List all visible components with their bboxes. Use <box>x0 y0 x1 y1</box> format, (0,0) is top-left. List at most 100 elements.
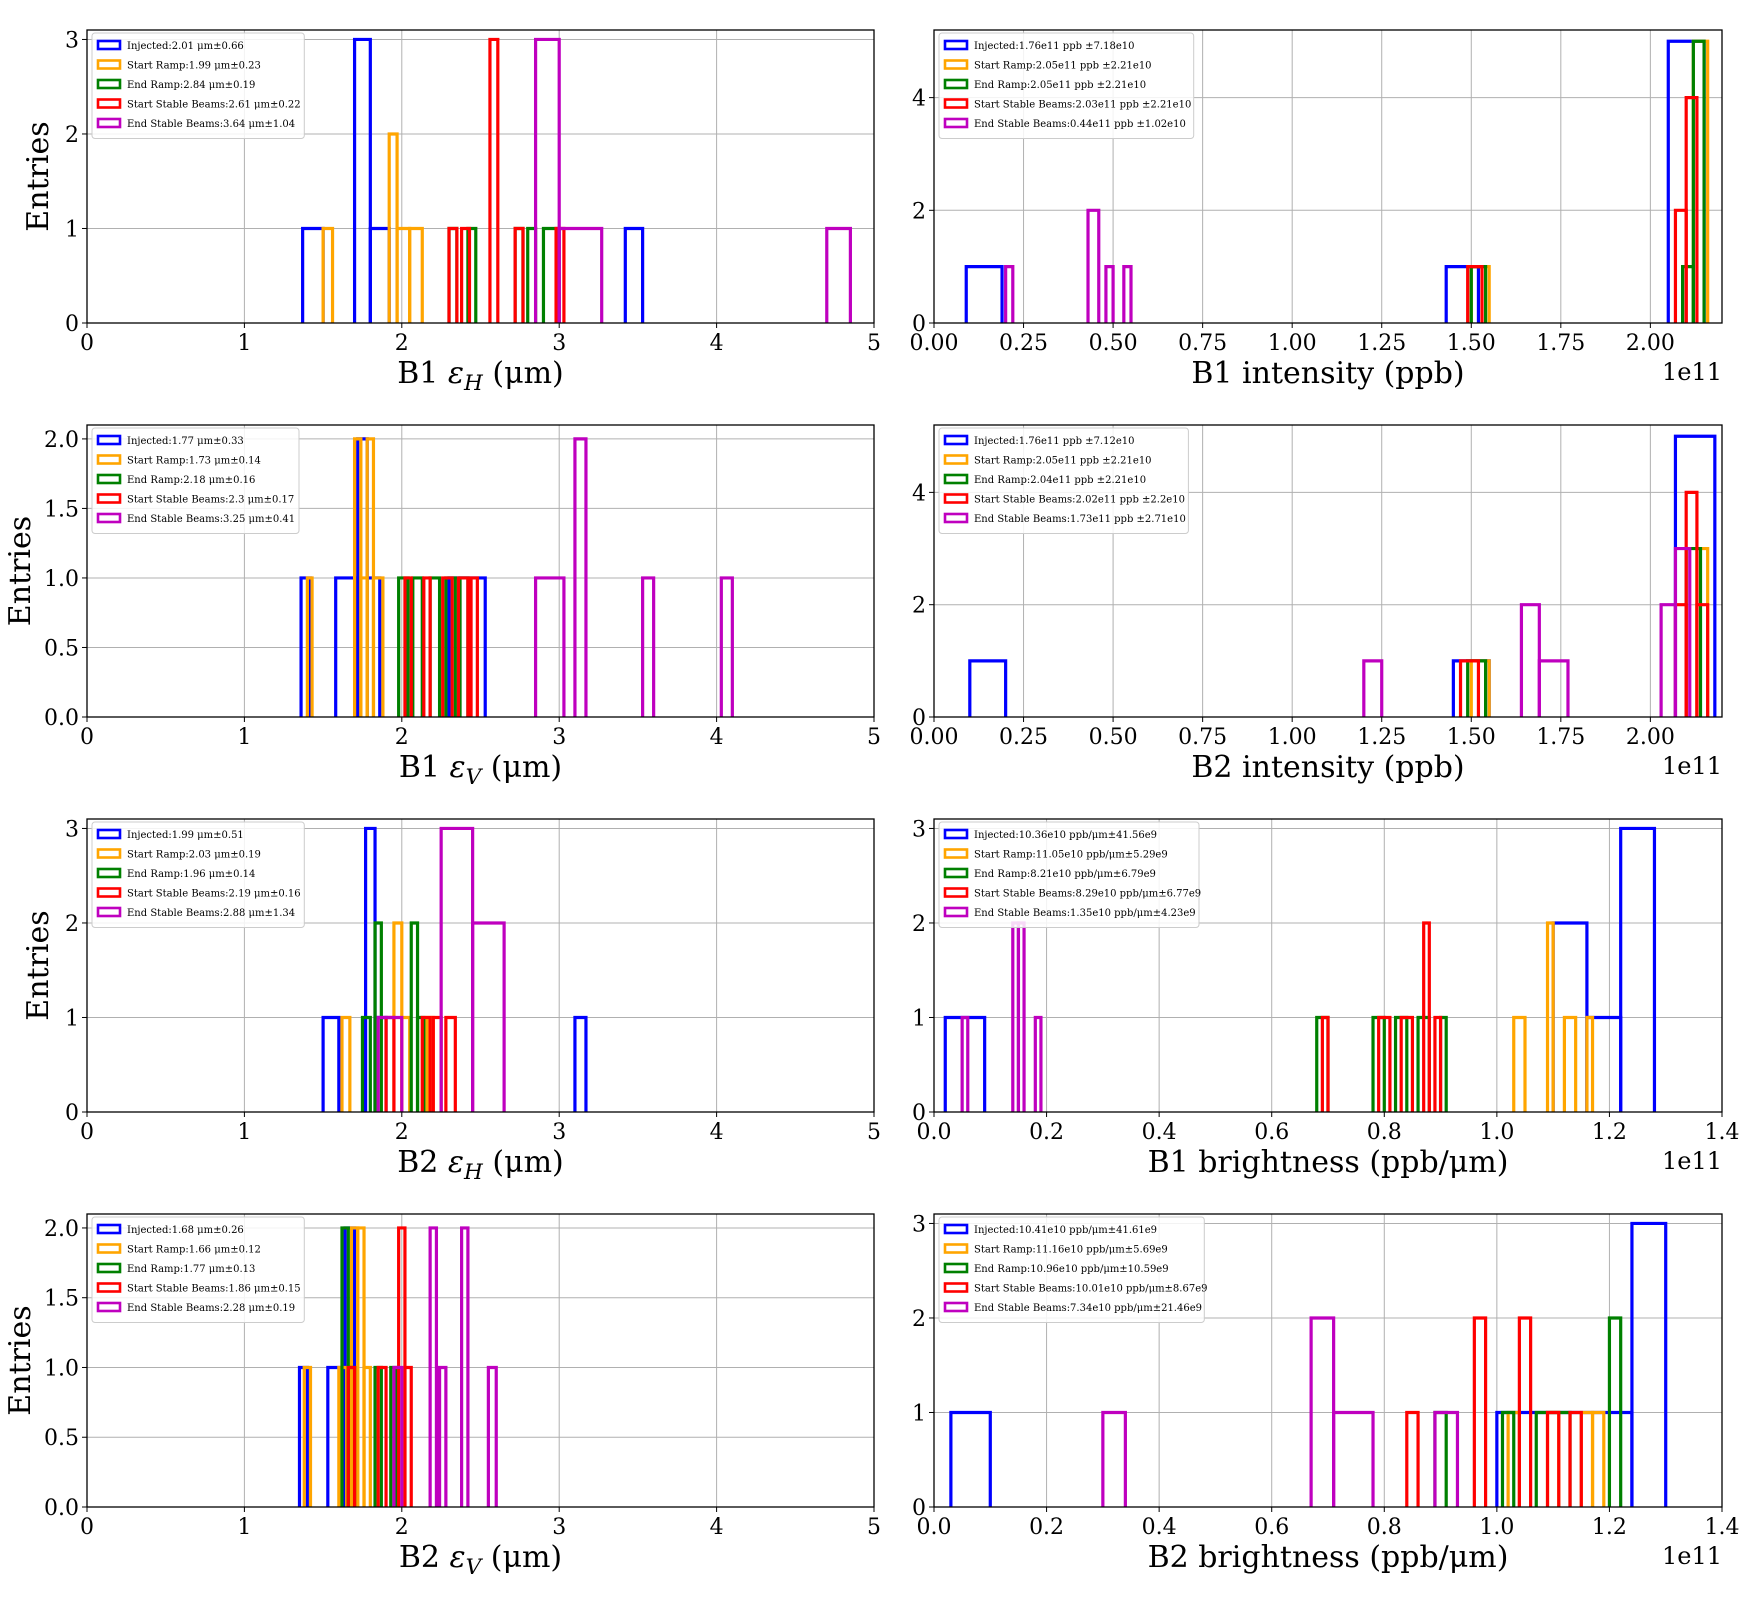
y-tick-label: 4 <box>912 87 926 112</box>
histogram-bin <box>1695 603 1710 717</box>
legend-entry: Injected:10.36e10 ppb/μm±41.56e9 <box>974 830 1157 841</box>
x-tick-label: 0.75 <box>1178 725 1227 750</box>
legend-swatch <box>96 1282 122 1293</box>
histogram-bin <box>1101 1410 1127 1507</box>
legend-swatch <box>96 117 122 129</box>
legend-box <box>938 821 1200 928</box>
histogram-bin <box>456 576 470 717</box>
histogram-bin <box>1545 921 1555 1112</box>
legend-entry: Injected:1.76e11 ppb ±7.12e10 <box>974 436 1134 447</box>
x-tick-label: 2.00 <box>1626 331 1675 356</box>
y-tick-label: 2 <box>912 199 926 224</box>
x-tick-label: 0.0 <box>917 1515 952 1540</box>
axes-frame <box>933 424 1723 718</box>
y-tick-label: 2 <box>912 912 926 937</box>
legend-swatch <box>943 454 969 465</box>
legend-entry: End Ramp:2.05e11 ppb ±2.21e10 <box>974 80 1146 91</box>
legend-swatch <box>96 1301 122 1313</box>
legend-entry: End Stable Beams:1.35e10 ppb/μm±4.23e9 <box>974 908 1196 919</box>
legend-entry: End Stable Beams:2.88 μm±1.34 <box>127 908 295 919</box>
legend-box <box>938 1216 1205 1323</box>
legend: Injected:1.76e11 ppb ±7.12e10 Start Ramp:… <box>938 427 1189 534</box>
histogram-bin <box>368 226 391 323</box>
histogram-bin <box>1590 1410 1606 1507</box>
legend-swatch <box>943 59 969 70</box>
legend-entry: Start Ramp:1.66 μm±0.12 <box>127 1245 261 1256</box>
legend-entry: End Ramp:10.96e10 ppb/μm±10.59e9 <box>974 1264 1169 1275</box>
legend: Injected:2.01 μm±0.66 Start Ramp:1.99 μm±… <box>91 32 305 139</box>
legend-swatch <box>943 78 969 90</box>
x-tick-label: 4 <box>710 331 724 356</box>
y-axis-label: Entries <box>21 121 56 231</box>
histogram-bin <box>1512 1015 1527 1112</box>
histogram-bin <box>1534 1410 1572 1507</box>
histogram-bin <box>1458 659 1481 717</box>
x-tick-label: 2 <box>395 1515 409 1540</box>
series-end-stable-beams <box>1101 1316 1460 1507</box>
legend-swatch <box>943 1223 969 1235</box>
histogram-bin <box>1691 39 1706 323</box>
y-axis-label: Entries <box>3 1305 38 1415</box>
histogram-bin <box>533 37 561 323</box>
legend-swatch <box>943 906 969 918</box>
y-tick-label: 2 <box>65 123 79 148</box>
histogram-bin <box>301 226 325 323</box>
histogram-bin <box>1362 659 1384 717</box>
x-axis-label: B1 intensity (ppb) <box>1191 356 1464 391</box>
legend: Injected:10.41e10 ppb/μm±41.61e9 Start Ra… <box>938 1216 1207 1323</box>
x-tick-label: 1 <box>237 1120 251 1145</box>
x-tick-label: 1.4 <box>1705 1120 1740 1145</box>
legend: Injected:1.76e11 ppb ±7.18e10 Start Ramp:… <box>938 32 1195 139</box>
y-tick-label: 2 <box>912 1307 926 1332</box>
histogram-bin <box>395 226 412 323</box>
histogram-bin <box>1422 921 1431 1112</box>
x-axis-label: B2 brightness (ppb/μm) <box>1148 1540 1509 1575</box>
legend-entry: Start Ramp:11.16e10 ppb/μm±5.69e9 <box>974 1245 1168 1256</box>
legend-entry: Start Stable Beams:1.86 μm±0.15 <box>127 1284 301 1295</box>
axes-frame <box>933 1213 1723 1508</box>
histogram-bin <box>321 226 335 323</box>
legend-swatch <box>943 493 969 504</box>
legend-swatch <box>943 434 969 446</box>
histogram-bin <box>557 226 604 323</box>
histogram-bin <box>1433 1410 1460 1507</box>
x-tick-label: 1 <box>237 1515 251 1540</box>
legend-entry: Start Stable Beams:2.61 μm±0.22 <box>127 100 301 111</box>
legend-box <box>938 32 1195 139</box>
legend-swatch <box>943 887 969 898</box>
x-tick-label: 1.0 <box>1479 1120 1514 1145</box>
series-end-stable-beams <box>376 826 506 1112</box>
histogram-bin <box>964 265 1004 323</box>
legend-entry: End Stable Beams:0.44e11 ppb ±1.02e10 <box>974 119 1186 130</box>
x-tick-label: 0.50 <box>1089 725 1138 750</box>
legend-entry: Injected:2.01 μm±0.66 <box>127 41 244 52</box>
histogram-bin <box>447 226 459 323</box>
chart-panel-b1-int: 0.00 0.25 0.50 0.75 1.00 1.25 1.50 1.75 2.00 0 2 4 B… <box>910 29 1723 391</box>
series-end-stable-beams <box>1362 546 1692 717</box>
x-tick-label: 0.00 <box>910 331 959 356</box>
x-tick-label: 5 <box>867 331 881 356</box>
x-tick-label: 1.2 <box>1592 1515 1627 1540</box>
histogram-bin <box>460 226 472 323</box>
x-tick-label: 1 <box>237 725 251 750</box>
y-tick-label: 1 <box>65 1006 79 1031</box>
y-axis-label: Entries <box>21 910 56 1020</box>
x-tick-label: 5 <box>867 1515 881 1540</box>
x-offset-label: 1e11 <box>1662 1147 1722 1175</box>
legend-swatch <box>96 887 122 898</box>
series-start-stable-beams <box>384 1015 457 1112</box>
histogram-bin <box>403 1365 413 1507</box>
y-tick-label: 1 <box>912 1006 926 1031</box>
series-start-stable-beams <box>403 576 479 717</box>
x-tick-label: 1.50 <box>1447 331 1496 356</box>
x-tick-label: 2 <box>395 725 409 750</box>
histogram-bin <box>1673 546 1692 717</box>
legend-swatch <box>943 117 969 129</box>
histogram-bin <box>1086 208 1101 323</box>
histogram-bin <box>949 1410 992 1507</box>
legend: Injected:1.77 μm±0.33 Start Ramp:1.73 μm±… <box>91 427 300 534</box>
x-tick-label: 3 <box>552 331 566 356</box>
histogram-bin <box>1320 1015 1330 1112</box>
legend-entry: Start Ramp:11.05e10 ppb/μm±5.29e9 <box>974 850 1168 861</box>
x-axis-label: B1 brightness (ppb/μm) <box>1148 1145 1509 1180</box>
